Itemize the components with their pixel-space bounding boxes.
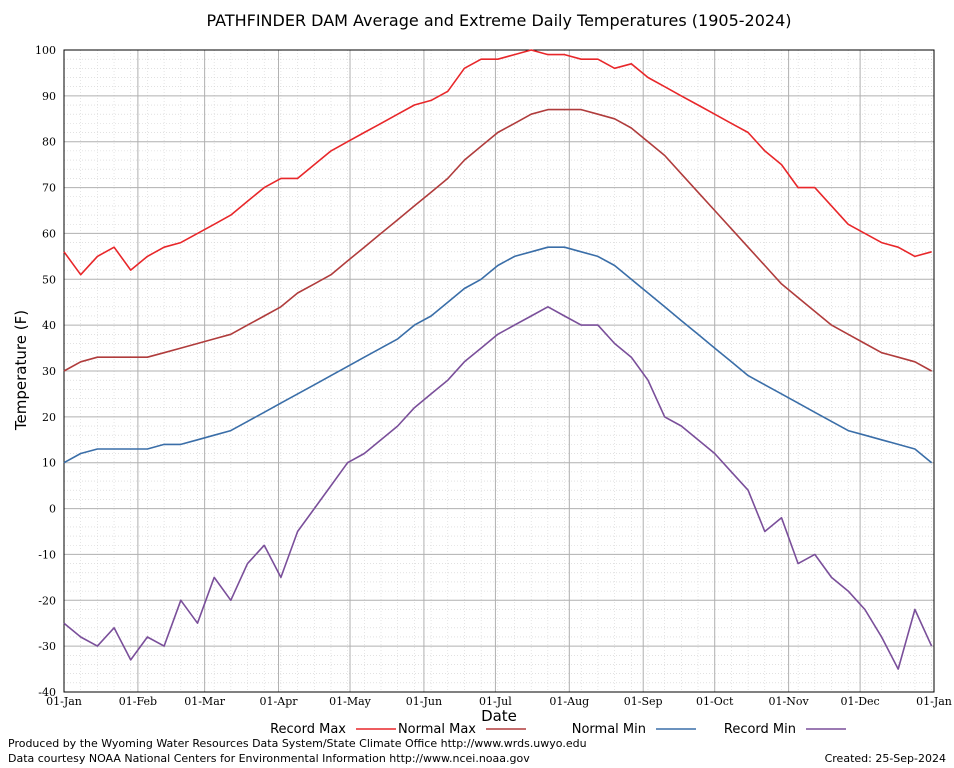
y-tick-label: -10 <box>38 548 56 561</box>
legend-label: Record Max <box>270 722 346 737</box>
y-tick-label: -30 <box>38 640 56 653</box>
series-line-record-min <box>63 305 933 670</box>
y-tick-label: -20 <box>38 594 56 607</box>
y-tick-label: 50 <box>42 273 56 286</box>
x-tick-label: 01-Aug <box>549 695 589 708</box>
x-tick-label: 01-Feb <box>119 695 157 708</box>
y-tick-label: 60 <box>42 227 56 240</box>
y-tick-label: 10 <box>42 457 56 470</box>
x-tick-label: 01-Jan <box>916 695 952 708</box>
y-tick-label: 30 <box>42 365 56 378</box>
series-line-record-max <box>63 49 932 276</box>
chart-title: PATHFINDER DAM Average and Extreme Daily… <box>207 11 792 30</box>
x-tick-label: 01-May <box>329 695 372 708</box>
y-tick-label: -40 <box>38 686 56 699</box>
x-tick-label: 01-Oct <box>696 695 734 708</box>
y-tick-label: 20 <box>42 411 56 424</box>
series-line-normal-min <box>63 246 933 464</box>
legend-label: Normal Min <box>572 722 646 737</box>
x-tick-label: 01-Nov <box>769 695 810 708</box>
x-tick-label: 01-Jun <box>406 695 442 708</box>
series-line-normal-max <box>63 108 932 372</box>
y-tick-label: 80 <box>42 136 56 149</box>
credit-producer: Produced by the Wyoming Water Resources … <box>8 737 587 750</box>
y-axis-label: Temperature (F) <box>12 310 30 431</box>
y-tick-label: 0 <box>49 503 56 516</box>
legend-label: Record Min <box>724 722 796 737</box>
x-tick-label: 01-Dec <box>841 695 880 708</box>
plot-area: 1009080706050403020100-10-20-30-4001-Jan… <box>35 44 952 708</box>
x-tick-label: 01-Mar <box>184 695 226 708</box>
legend-label: Normal Max <box>398 722 476 737</box>
x-tick-label: 01-Apr <box>260 695 299 708</box>
x-axis-label: Date <box>481 707 517 725</box>
x-tick-label: 01-Jan <box>46 695 82 708</box>
y-tick-label: 70 <box>42 182 56 195</box>
legend: Record Max Normal Max Normal Min Record Min <box>270 722 846 737</box>
created-date: Created: 25-Sep-2024 <box>825 752 946 765</box>
x-tick-label: 01-Sep <box>624 695 663 708</box>
credit-data-source: Data courtesy NOAA National Centers for … <box>8 752 530 765</box>
y-tick-label: 90 <box>42 90 56 103</box>
y-tick-label: 100 <box>35 44 56 57</box>
y-tick-label: 40 <box>42 319 56 332</box>
x-tick-label: 01-Jul <box>479 695 512 708</box>
